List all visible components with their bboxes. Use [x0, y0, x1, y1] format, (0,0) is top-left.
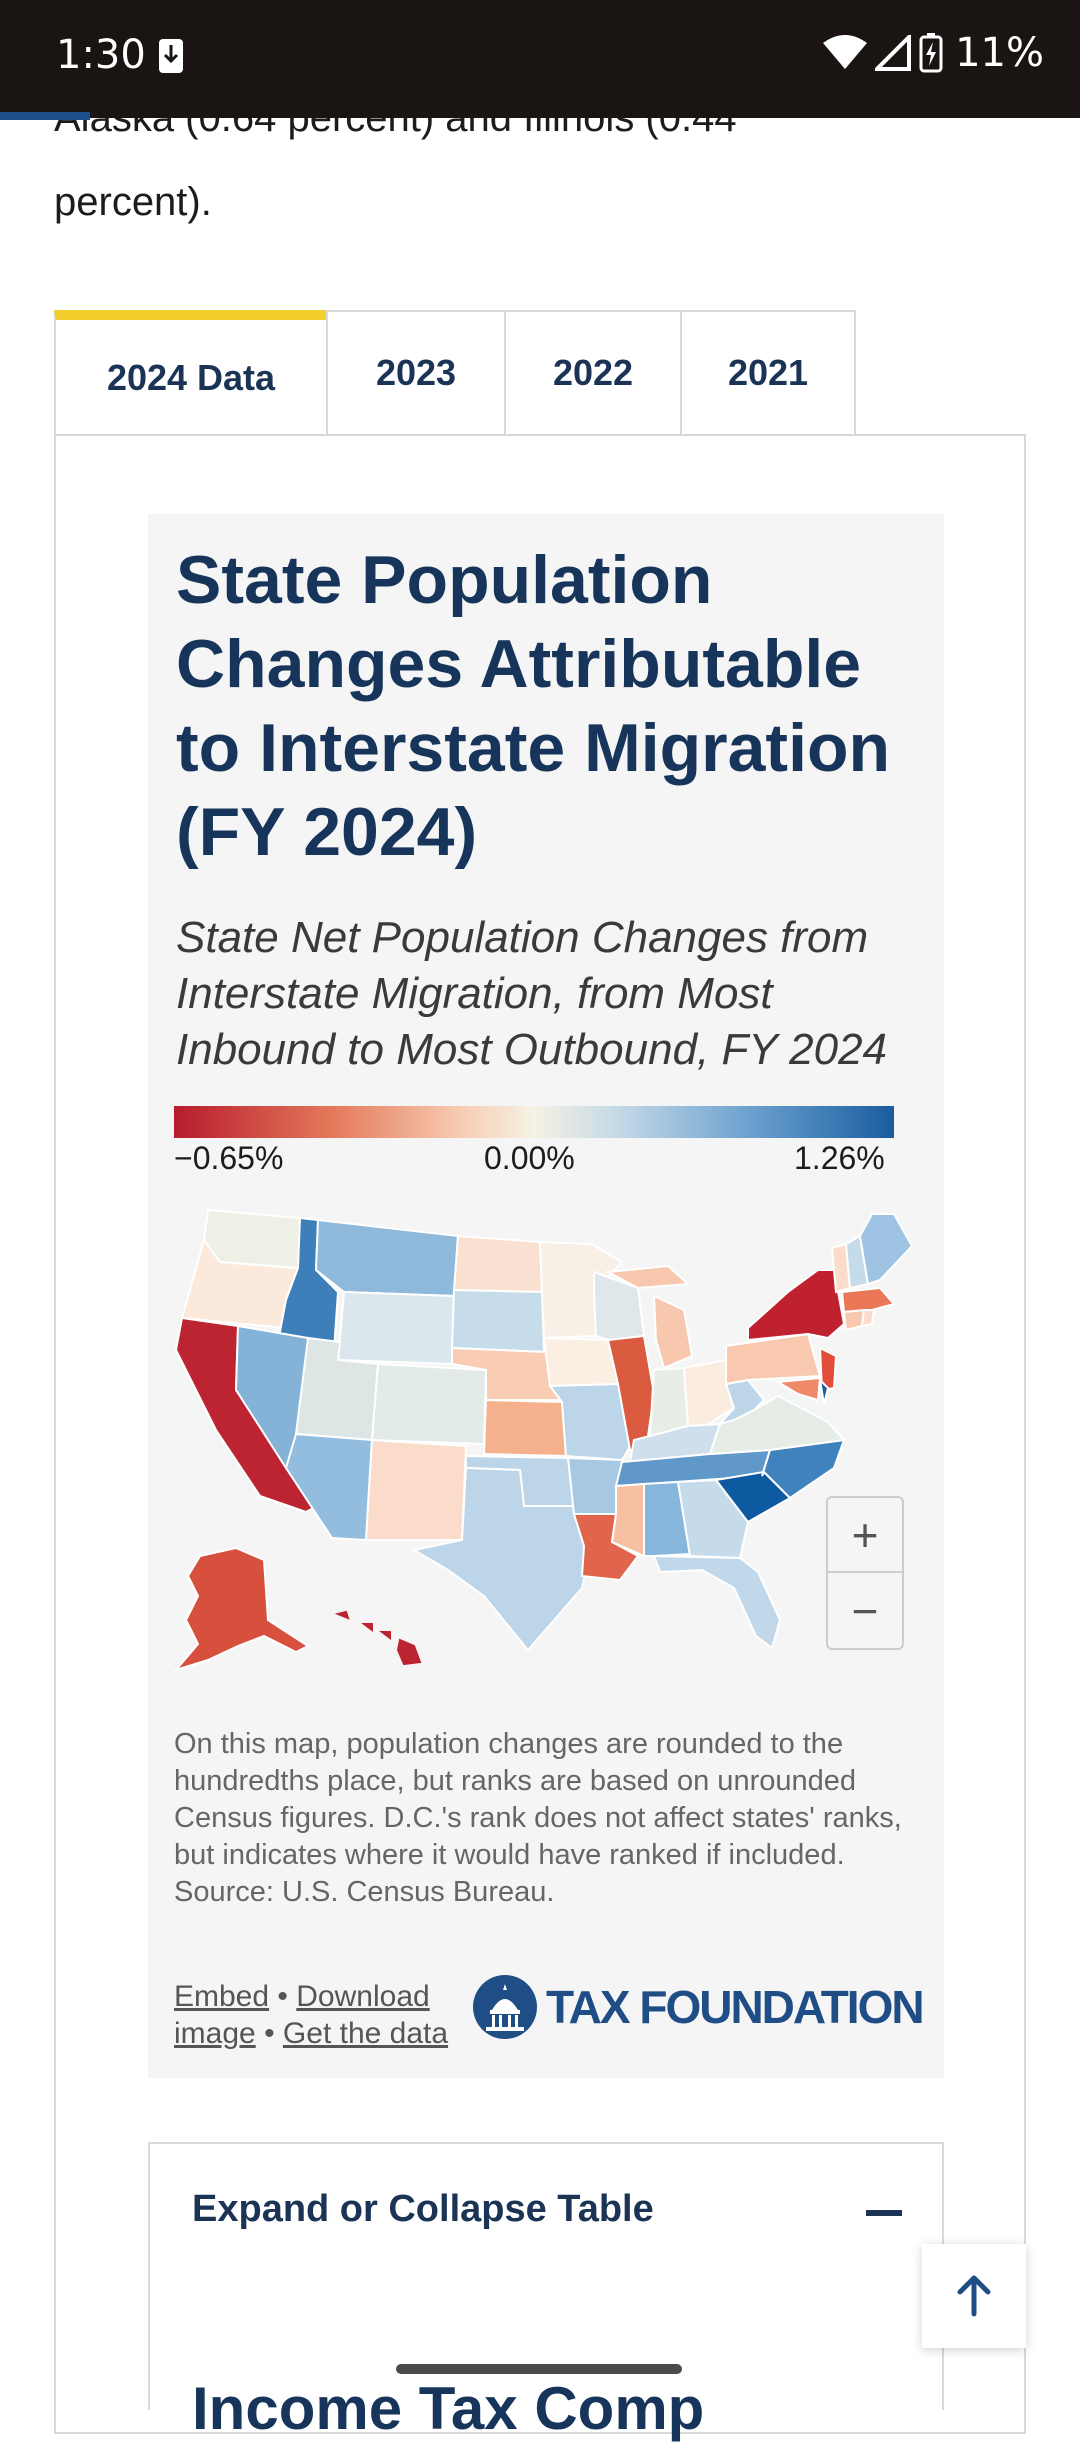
- arrow-up-icon: [957, 2275, 991, 2317]
- table-accordion-header[interactable]: Expand or Collapse Table: [148, 2142, 944, 2282]
- state-iowa: [542, 1336, 620, 1388]
- state-virginia: [708, 1394, 846, 1456]
- year-tabs: 2024 Data 2023 2022 2021: [54, 310, 856, 436]
- state-colorado: [370, 1362, 488, 1446]
- state-michigan-up: [604, 1264, 691, 1290]
- map-note: On this map, population changes are roun…: [174, 1726, 914, 1911]
- map-subtitle: State Net Population Changes from Inters…: [176, 913, 888, 1074]
- map-links: Embed • Download image • Get the data: [174, 1978, 484, 2052]
- legend-max-label: 1.26%: [794, 1140, 885, 1176]
- state-wyoming: [336, 1290, 456, 1366]
- status-time: 1:30: [56, 32, 146, 78]
- scroll-progress-indicator: [0, 112, 90, 120]
- state-maryland: [774, 1376, 822, 1402]
- state-north-dakota: [452, 1234, 544, 1294]
- article-text: percent).: [54, 170, 1044, 234]
- capitol-dome-icon: [473, 1975, 537, 2039]
- state-texas: [411, 1466, 596, 1652]
- link-separator-2: •: [264, 2017, 275, 2050]
- collapse-minus-icon: [866, 2210, 902, 2216]
- link-separator: •: [277, 1980, 288, 2013]
- back-to-top-button[interactable]: [922, 2244, 1026, 2348]
- battery-percent: 11%: [955, 30, 1044, 76]
- download-image-link[interactable]: Download image: [174, 1980, 430, 2050]
- state-maine: [858, 1213, 914, 1286]
- state-pennsylvania: [725, 1332, 822, 1386]
- logo-wordmark: TAX FOUNDATION: [546, 1981, 925, 2033]
- tab-2021[interactable]: 2021: [680, 310, 856, 436]
- gesture-home-bar[interactable]: [396, 2364, 682, 2374]
- tab-2023[interactable]: 2023: [326, 310, 504, 436]
- state-new-york: [747, 1269, 846, 1342]
- wifi-icon: [823, 35, 868, 69]
- state-arkansas: [566, 1456, 624, 1515]
- embed-link[interactable]: Embed: [174, 1980, 270, 2013]
- map-source: Source: U.S. Census Bureau.: [174, 1876, 555, 1908]
- tax-foundation-logo: TAX FOUNDATION: [472, 1974, 925, 2040]
- accordion-body: Income Tax Comp: [148, 2280, 944, 2442]
- state-indiana: [648, 1366, 690, 1438]
- state-massachusetts: [840, 1286, 896, 1314]
- battery-charging-icon: [919, 33, 943, 73]
- state-new-jersey: [818, 1346, 838, 1392]
- state-alaska: [173, 1546, 311, 1672]
- tab-2024-data[interactable]: 2024 Data: [54, 310, 326, 436]
- color-legend-bar: [174, 1106, 894, 1138]
- state-alabama: [643, 1480, 692, 1557]
- us-choropleth-map[interactable]: [168, 1200, 928, 1700]
- state-florida: [652, 1554, 782, 1650]
- state-delaware: [818, 1377, 830, 1405]
- state-kansas: [482, 1398, 568, 1458]
- article-partial-line: Alaska (0.64 percent) and Illinois (0.44: [54, 96, 737, 141]
- state-south-dakota: [450, 1288, 546, 1354]
- legend-min-label: −0.65%: [174, 1140, 284, 1176]
- state-new-mexico: [364, 1438, 468, 1541]
- map-title: State Population Changes Attributable to…: [176, 542, 891, 870]
- state-arizona: [284, 1432, 374, 1542]
- map-card: State Population Changes Attributable to…: [148, 514, 944, 2078]
- state-montana: [314, 1218, 460, 1298]
- map-note-text: On this map, population changes are roun…: [174, 1728, 902, 1871]
- accordion-body-title: Income Tax Comp: [192, 2375, 705, 2442]
- state-hawaii: [334, 1610, 422, 1666]
- zoom-in-button[interactable]: +: [828, 1498, 902, 1573]
- state-mississippi: [610, 1482, 645, 1558]
- tab-2022[interactable]: 2022: [504, 310, 680, 436]
- article-partial-text: Alaska (0.64 percent) and Illinois (0.44: [54, 96, 737, 140]
- signal-icon: [875, 35, 912, 71]
- state-michigan: [652, 1294, 694, 1370]
- state-west-virginia: [717, 1378, 766, 1426]
- get-data-link[interactable]: Get the data: [282, 2017, 449, 2050]
- article-continued-text: percent).: [54, 180, 212, 224]
- zoom-out-button[interactable]: −: [851, 1584, 879, 1637]
- legend-mid-label: 0.00%: [484, 1140, 575, 1176]
- map-zoom-control: + −: [826, 1496, 904, 1650]
- download-icon: [159, 39, 183, 73]
- state-rhode-island: [860, 1309, 876, 1328]
- state-ohio: [682, 1358, 736, 1430]
- accordion-title: Expand or Collapse Table: [192, 2188, 654, 2230]
